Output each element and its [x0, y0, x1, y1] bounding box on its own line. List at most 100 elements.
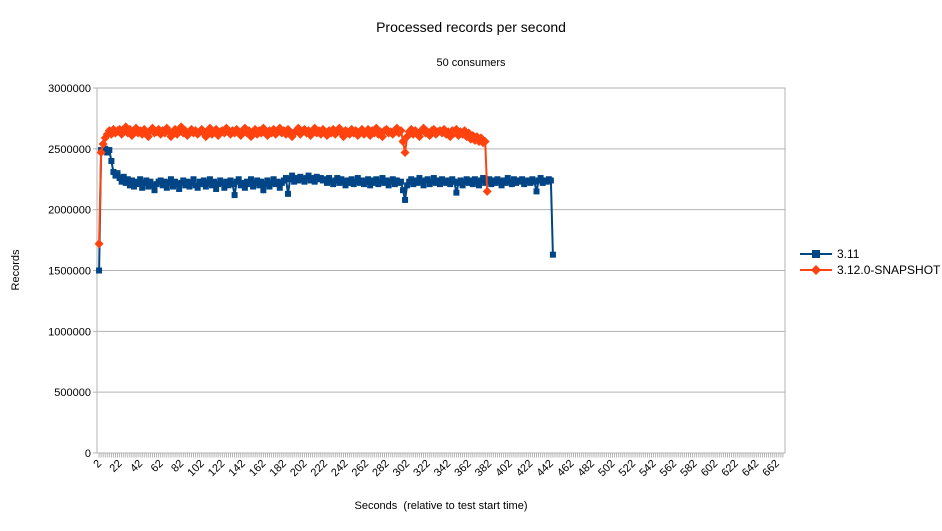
series-marker: [213, 185, 220, 192]
series-marker: [151, 187, 158, 194]
series-marker: [498, 182, 505, 189]
x-tick-label: 542: [637, 458, 658, 479]
series-marker: [163, 184, 170, 191]
x-tick-label: 162: [247, 458, 268, 479]
series-marker: [231, 192, 238, 199]
series-marker: [352, 178, 359, 185]
y-tick-label: 500000: [54, 387, 91, 399]
series-marker: [459, 182, 466, 189]
x-tick-label: 182: [268, 458, 289, 479]
series-marker: [346, 179, 353, 186]
series-marker: [354, 175, 361, 182]
series-marker: [547, 177, 554, 184]
x-tick-label: 342: [432, 458, 453, 479]
series-marker: [510, 176, 517, 183]
series-marker: [402, 196, 409, 203]
series-marker: [165, 179, 172, 186]
series-marker: [139, 184, 146, 191]
series-marker: [254, 177, 261, 184]
series-marker: [434, 177, 441, 184]
x-tick-label: 482: [576, 458, 597, 479]
series-marker: [342, 182, 349, 189]
series-marker: [219, 179, 226, 186]
x-tick-label: 402: [493, 458, 514, 479]
series-marker: [451, 178, 458, 185]
series-marker: [445, 177, 452, 184]
series-marker: [379, 175, 386, 182]
series-marker: [492, 179, 499, 186]
x-tick-label: 382: [473, 458, 494, 479]
series-marker: [305, 172, 312, 179]
legend-label: 3.11: [837, 247, 860, 261]
series-marker: [457, 177, 464, 184]
series-marker: [414, 179, 421, 186]
series-marker: [260, 187, 267, 194]
series-marker: [188, 179, 195, 186]
x-tick-label: 442: [535, 458, 556, 479]
series-marker: [128, 177, 135, 184]
x-tick-label: 522: [617, 458, 638, 479]
series-marker: [367, 182, 374, 189]
chart-subtitle: 50 consumers: [436, 57, 506, 69]
series-marker: [262, 181, 269, 188]
series-marker: [527, 179, 534, 186]
series-marker: [473, 178, 480, 185]
series-marker: [287, 176, 294, 183]
series-marker: [143, 177, 150, 184]
series-marker: [436, 181, 443, 188]
series-marker: [400, 147, 410, 157]
series-marker: [358, 177, 365, 184]
series-marker: [420, 182, 427, 189]
x-tick-label: 622: [719, 458, 740, 479]
series-marker: [391, 181, 398, 188]
series-marker: [531, 178, 538, 185]
series-marker: [248, 176, 255, 183]
series-marker: [416, 175, 423, 182]
series-marker: [110, 168, 117, 175]
series-marker: [404, 182, 411, 189]
series-marker: [519, 176, 526, 183]
series-marker: [289, 172, 296, 179]
x-tick-label: 202: [288, 458, 309, 479]
x-tick-label: 602: [699, 458, 720, 479]
series-marker: [137, 176, 144, 183]
series-marker: [480, 175, 487, 182]
series-marker: [198, 181, 205, 188]
series-marker: [200, 177, 207, 184]
series-marker: [365, 176, 372, 183]
series-marker: [336, 179, 343, 186]
series-marker: [167, 176, 174, 183]
x-tick-label: 302: [391, 458, 412, 479]
series-marker: [94, 239, 104, 249]
series-marker: [383, 177, 390, 184]
legend: 3.11 3.12.0-SNAPSHOT: [799, 246, 940, 278]
series-marker: [262, 130, 272, 140]
series-marker: [385, 182, 392, 189]
series-marker: [161, 178, 168, 185]
series-marker: [204, 179, 211, 186]
series-marker: [264, 177, 271, 184]
series-marker: [239, 179, 246, 186]
series-marker: [334, 175, 341, 182]
series-marker: [116, 175, 123, 182]
series-marker: [408, 176, 415, 183]
series-marker: [502, 179, 509, 186]
series-marker: [229, 181, 236, 188]
x-tick-label: 562: [658, 458, 679, 479]
x-tick-label: 502: [596, 458, 617, 479]
series-marker: [124, 176, 131, 183]
x-tick-label: 462: [555, 458, 576, 479]
x-tick-label: 102: [185, 458, 206, 479]
x-tick-label: 62: [149, 458, 166, 475]
series-marker: [486, 176, 493, 183]
series-marker: [508, 181, 515, 188]
series-marker: [330, 181, 337, 188]
series-marker: [130, 183, 137, 190]
series-marker: [504, 175, 511, 182]
series-marker: [225, 182, 232, 189]
series-marker: [324, 179, 331, 186]
series-marker: [309, 175, 316, 182]
y-tick-label: 2000000: [48, 205, 91, 217]
series-marker: [120, 173, 127, 180]
legend-item-3-12-0-snapshot: 3.12.0-SNAPSHOT: [799, 262, 940, 278]
